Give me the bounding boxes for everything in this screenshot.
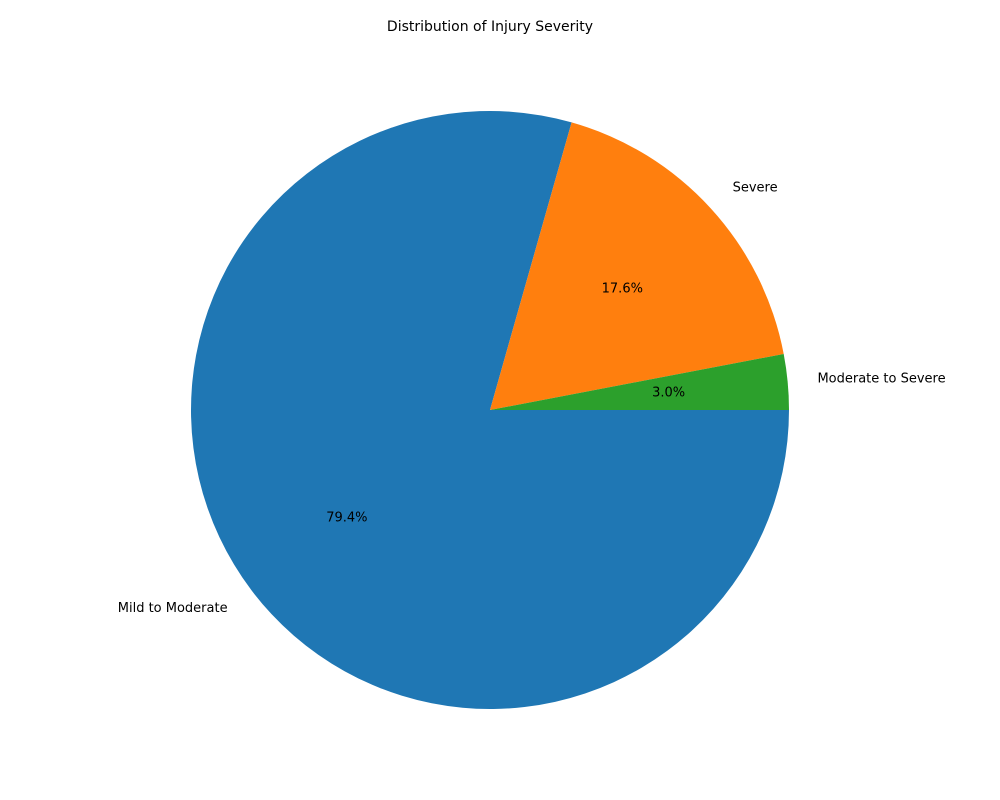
slice-label-moderate-to-severe: Moderate to Severe xyxy=(817,372,945,387)
pie-slices xyxy=(190,110,789,710)
slice-label-severe: Severe xyxy=(733,180,778,195)
pie-slice-severe xyxy=(490,122,784,410)
percent-label-moderate-to-severe: 3.0% xyxy=(652,386,685,401)
chart-title: Distribution of Injury Severity xyxy=(387,19,593,35)
pie-slice-moderate-to-severe xyxy=(490,353,789,410)
slice-label-mild-to-moderate: Mild to Moderate xyxy=(118,601,228,616)
percent-label-severe: 17.6% xyxy=(602,281,643,296)
percent-label-mild-to-moderate: 79.4% xyxy=(326,511,367,526)
pie-labels: Mild to Moderate 79.4% Severe 17.6% Moderate… xyxy=(118,180,946,615)
